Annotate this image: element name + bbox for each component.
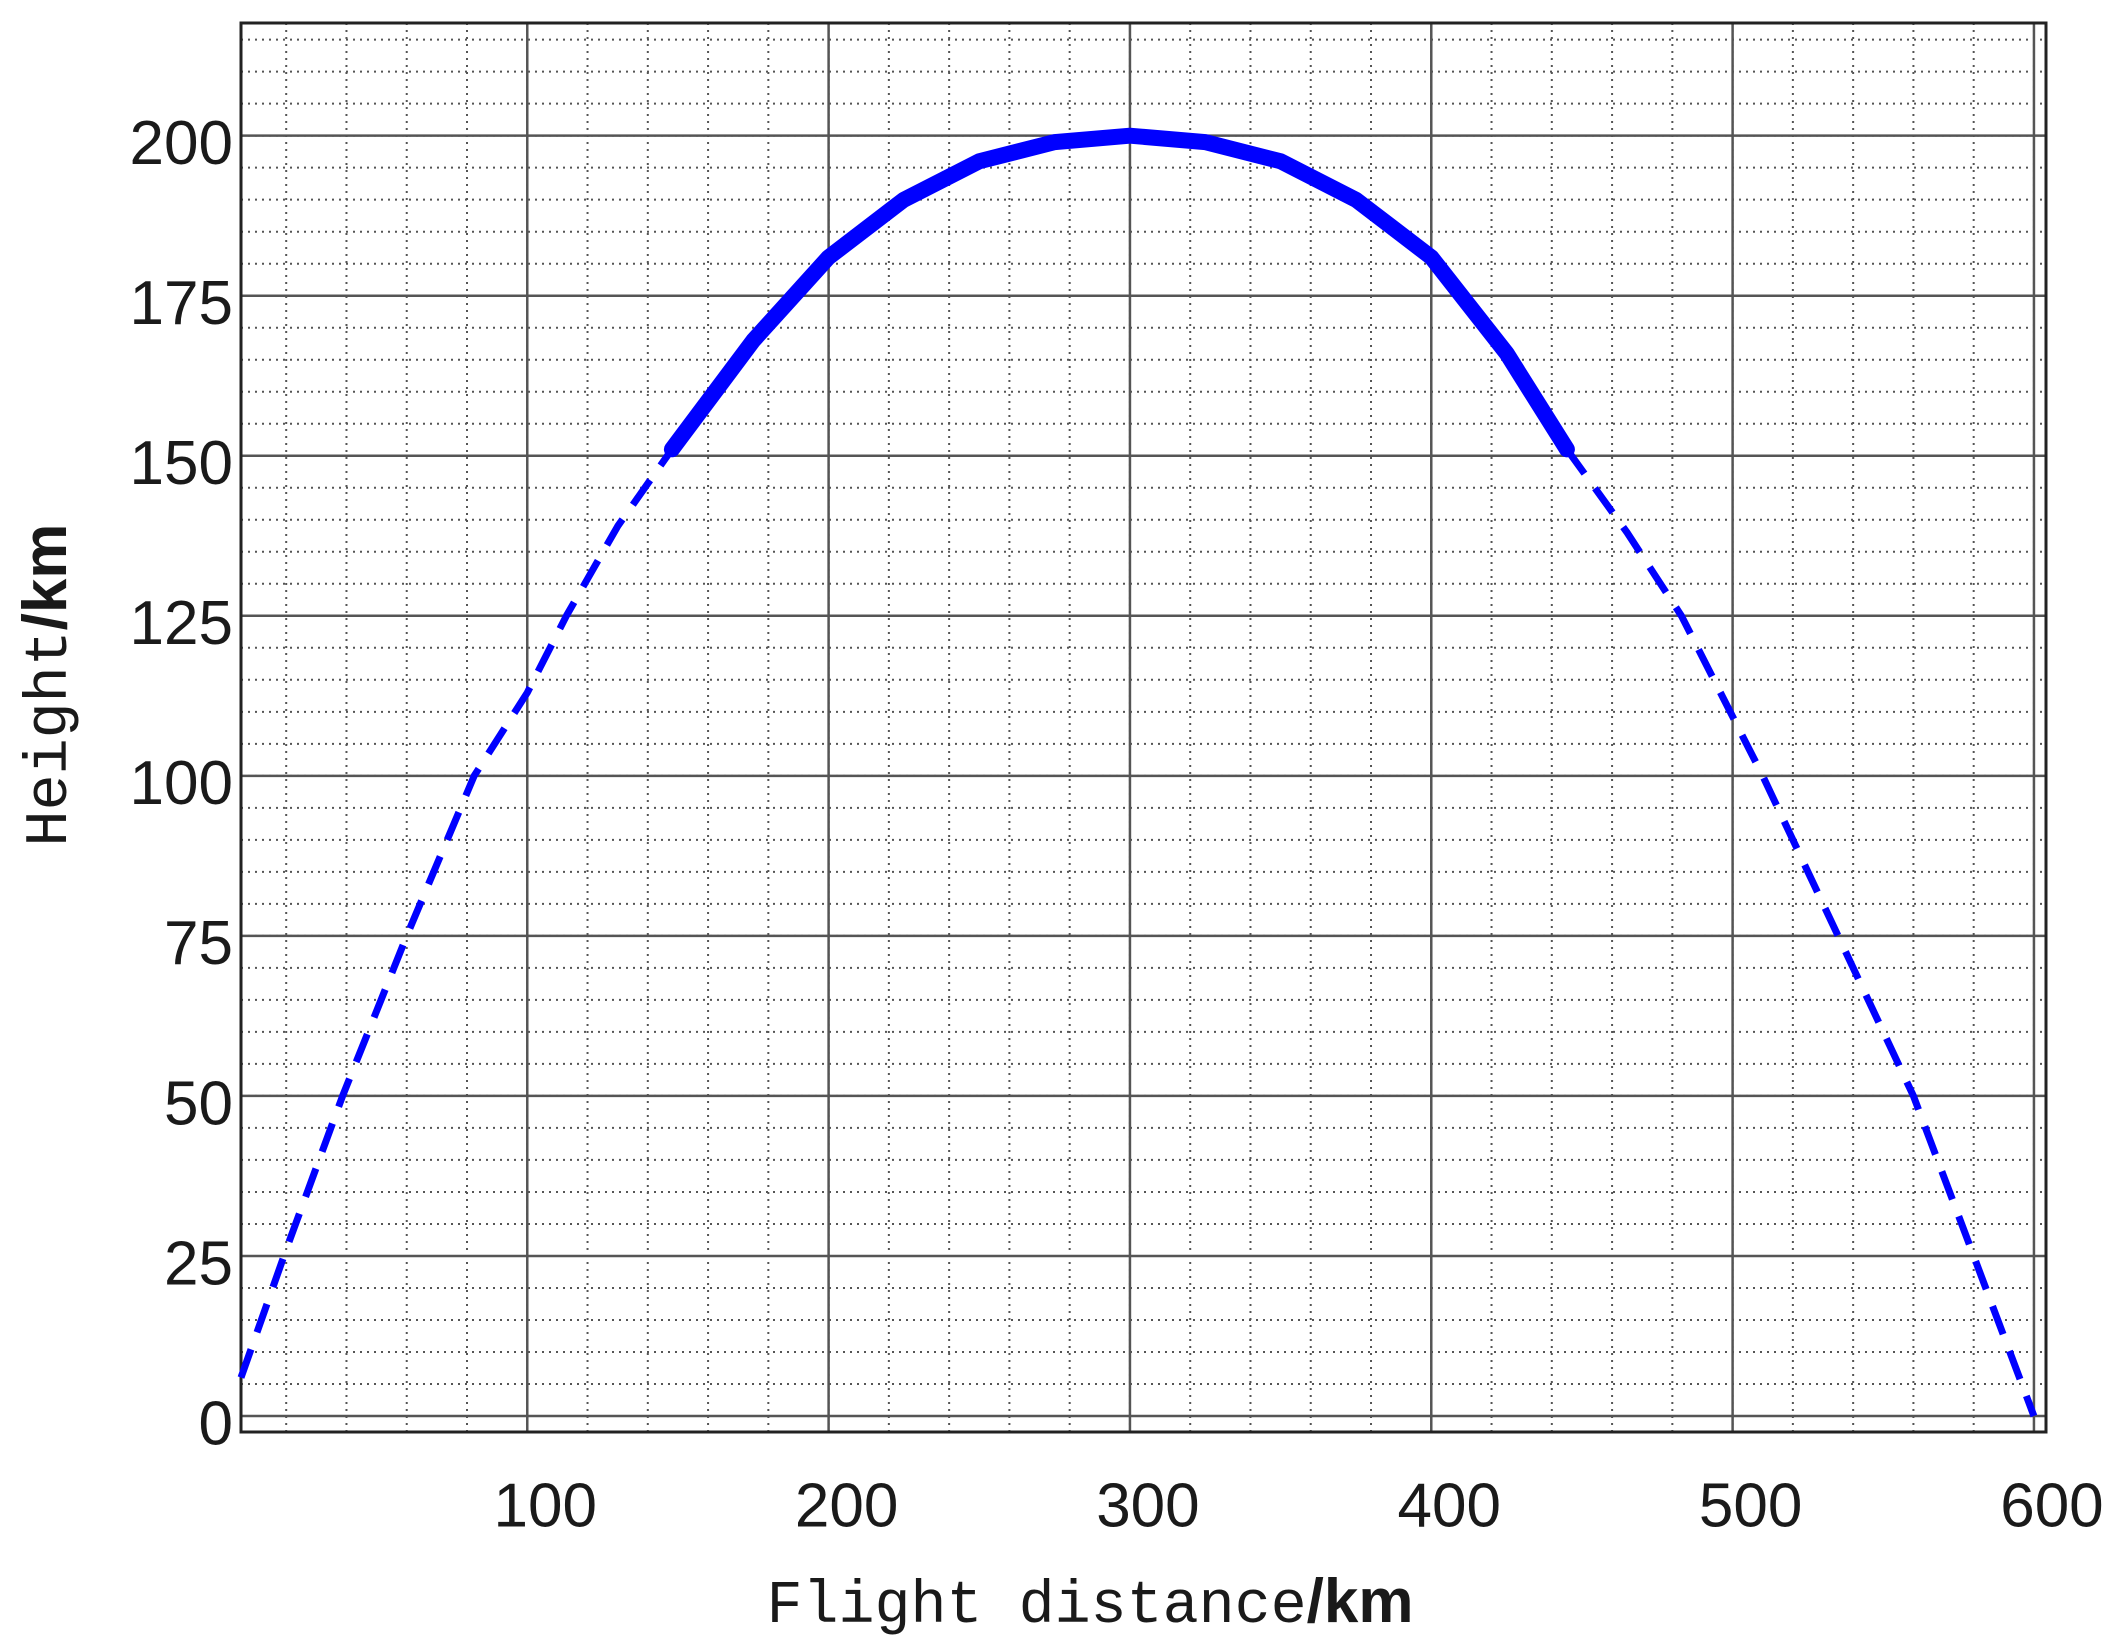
y-tick-label: 100	[130, 749, 233, 818]
y-tick-label: 125	[130, 589, 233, 658]
x-tick-label: 300	[1096, 1471, 1199, 1540]
y-label-text: Height	[17, 630, 85, 846]
y-tick-label: 75	[164, 909, 233, 978]
x-tick-label: 400	[1398, 1471, 1501, 1540]
y-tick-label: 150	[130, 429, 233, 498]
y-axis-label: Height/km	[11, 524, 84, 847]
x-tick-label: 100	[494, 1471, 597, 1540]
y-tick-label: 175	[130, 269, 233, 338]
x-label-text: Flight distance	[767, 1573, 1307, 1641]
x-tick-label: 500	[1699, 1471, 1802, 1540]
y-tick-label: 25	[164, 1229, 233, 1298]
plot-frame	[239, 21, 2048, 1434]
x-tick-label: 200	[795, 1471, 898, 1540]
y-tick-label: 200	[130, 109, 233, 178]
x-label-unit: /km	[1307, 1567, 1414, 1636]
y-label-unit: /km	[11, 524, 80, 631]
x-tick-label: 600	[2000, 1471, 2103, 1540]
line-series	[1564, 447, 2038, 1418]
line-series	[237, 447, 675, 1379]
line-series	[663, 127, 1575, 458]
y-tick-label: 0	[199, 1389, 233, 1458]
x-axis-label: Flight distance/km	[767, 1567, 1414, 1640]
y-tick-label: 50	[164, 1069, 233, 1138]
